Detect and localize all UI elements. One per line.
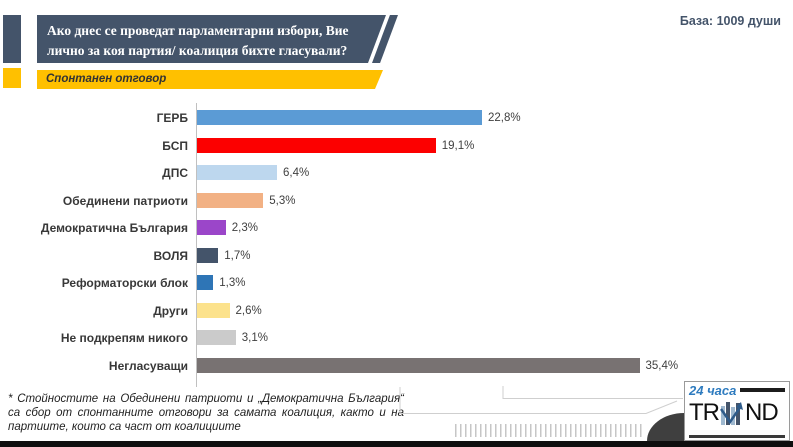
category-label: ВОЛЯ: [153, 248, 188, 263]
category-label: Други: [153, 303, 188, 318]
chart-row: ДПС 6,4%: [0, 165, 793, 181]
value-label: 5,3%: [269, 194, 296, 207]
category-label: БСП: [162, 138, 188, 153]
logo-24chasa-text: 24 часа: [689, 383, 737, 398]
bar-segment: [197, 247, 219, 263]
bar-segment: [197, 302, 230, 318]
category-label: Обединени патриоти: [62, 193, 188, 208]
logo-trend-row: TR ND: [689, 399, 785, 425]
chart-row: Реформаторски блок 1,3%: [0, 275, 793, 291]
chart-row: Негласуващи 35,4%: [0, 357, 793, 374]
bottom-black-strip: [0, 441, 793, 447]
left-accent-yellow-block: [3, 68, 21, 88]
sample-base-label: База: 1009 души: [679, 14, 781, 28]
category-label: Негласуващи: [108, 358, 188, 373]
value-label: 2,6%: [235, 304, 262, 317]
trend-bars-icon: [720, 402, 743, 425]
value-label: 35,4%: [645, 359, 679, 372]
value-label: 3,1%: [241, 332, 268, 344]
logo-24chasa-row: 24 часа: [689, 384, 785, 398]
chart-row: Обединени патриоти 5,3%: [0, 192, 793, 209]
bar-segment: [197, 330, 236, 345]
category-label: ДПС: [162, 166, 188, 180]
category-label: ГЕРБ: [156, 111, 188, 125]
chart-row: Демократична България 2,3%: [0, 220, 793, 236]
value-label: 6,4%: [283, 167, 310, 179]
value-label: 2,3%: [231, 222, 258, 234]
chart-row: Други 2,6%: [0, 302, 793, 319]
subtitle-text: Спонтанен отговор: [46, 73, 167, 85]
subtitle-banner: Спонтанен отговор: [37, 70, 383, 89]
bar-segment: [197, 137, 436, 153]
logo-trend-nd: ND: [745, 399, 779, 426]
bar-chart: ГЕРБ 22,8% БСП 19,1% ДПС 6,4% Обединени патрио…: [0, 100, 793, 390]
logo-bottom-bar: [689, 435, 785, 438]
logo-24chasa-bar: [740, 388, 785, 392]
logo-trend-tr: TR: [689, 399, 720, 426]
chart-row: Не подкрепям никого 3,1%: [0, 330, 793, 346]
question-text: Ако днес се проведат парламентарни избор…: [47, 23, 349, 58]
category-label: Реформаторски блок: [61, 276, 188, 290]
chart-axis-line: [196, 103, 197, 387]
chart-row: ГЕРБ 22,8%: [0, 110, 793, 126]
chart-row: ВОЛЯ 1,7%: [0, 247, 793, 264]
trend-24chasa-logo: 24 часа TR ND: [684, 381, 790, 441]
bar-segment: [197, 110, 482, 125]
footnote-text: * Стойностите на Обединени патриоти и „Д…: [8, 393, 404, 433]
question-banner: Ако днес се проведат парламентарни избор…: [37, 15, 386, 63]
value-label: 1,7%: [224, 249, 251, 262]
bar-segment: [197, 275, 214, 290]
chart-row: БСП 19,1%: [0, 137, 793, 154]
bar-segment: [197, 357, 640, 373]
watermark-tick-marks: [455, 424, 645, 437]
category-label: Не подкрепям никого: [60, 331, 188, 345]
category-label: Демократична България: [40, 221, 188, 235]
quarter-circle-decoration: [647, 413, 684, 441]
value-label: 22,8%: [488, 112, 521, 124]
value-label: 1,3%: [219, 277, 246, 289]
left-accent-dark-block: [3, 15, 21, 63]
bar-segment: [197, 220, 226, 235]
value-label: 19,1%: [441, 139, 475, 152]
bar-segment: [197, 192, 264, 208]
bar-segment: [197, 165, 277, 180]
